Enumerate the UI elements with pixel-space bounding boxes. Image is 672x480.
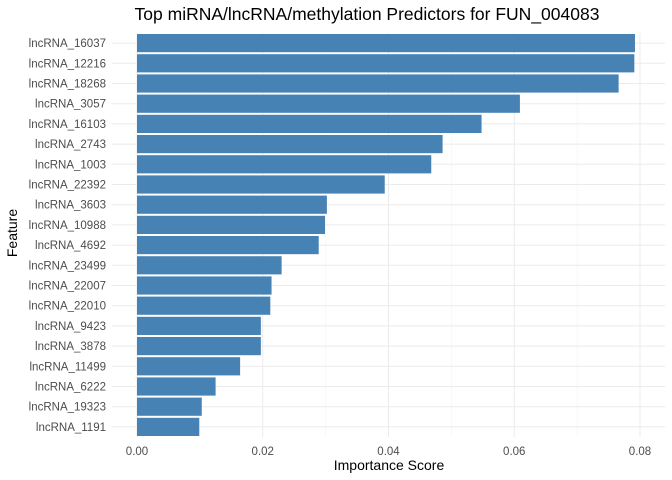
y-tick-label: lncRNA_23499: [29, 260, 106, 272]
y-tick-labels: lncRNA_16037 lncRNA_12216 lncRNA_18268 lncR…: [29, 38, 106, 434]
y-tick-label: lncRNA_22007: [29, 281, 106, 293]
bar: [137, 155, 432, 174]
y-tick-label: lncRNA_2743: [35, 139, 106, 151]
y-tick-label: lncRNA_4692: [35, 240, 106, 252]
y-tick-label: lncRNA_19323: [29, 402, 106, 414]
grid-lines: [112, 33, 665, 437]
bar: [137, 337, 261, 356]
bar: [137, 175, 385, 194]
x-tick-labels: 0.00 0.02 0.04 0.06 0.08: [126, 446, 651, 458]
bar: [137, 74, 619, 93]
bar: [137, 397, 202, 416]
bar: [137, 276, 272, 295]
bar: [137, 195, 327, 214]
bar: [137, 215, 325, 234]
x-axis-title: Importance Score: [334, 457, 445, 473]
y-tick-label: lncRNA_12216: [29, 58, 106, 70]
bar: [137, 94, 520, 113]
bar: [137, 34, 635, 53]
bar: [137, 256, 282, 275]
y-tick-label: lncRNA_16037: [29, 38, 106, 50]
y-tick-label: lncRNA_18268: [29, 79, 106, 91]
y-tick-label: lncRNA_6222: [35, 382, 106, 394]
x-tick-label: 0.00: [126, 446, 148, 458]
y-tick-label: lncRNA_10988: [29, 220, 106, 232]
y-tick-label: lncRNA_3878: [35, 341, 106, 353]
bar: [137, 135, 443, 154]
y-tick-label: lncRNA_22010: [29, 301, 106, 313]
bar: [137, 114, 482, 133]
y-tick-label: lncRNA_9423: [35, 321, 106, 333]
y-axis-title: Feature: [4, 209, 20, 257]
y-tick-label: lncRNA_3603: [35, 200, 106, 212]
chart-title: Top miRNA/lncRNA/methylation Predictors …: [135, 4, 600, 25]
bar: [137, 296, 271, 315]
x-tick-label: 0.08: [629, 446, 651, 458]
bar: [137, 357, 241, 376]
bar: [137, 54, 635, 73]
x-tick-label: 0.06: [503, 446, 525, 458]
y-tick-label: lncRNA_11499: [29, 361, 106, 373]
bars: [137, 34, 635, 436]
x-tick-label: 0.02: [252, 446, 274, 458]
y-tick-label: lncRNA_22392: [29, 180, 106, 192]
y-tick-label: lncRNA_1191: [36, 422, 106, 434]
bar: [137, 377, 216, 396]
bar: [137, 417, 200, 436]
y-tick-label: lncRNA_16103: [29, 119, 106, 131]
y-tick-label: lncRNA_3057: [35, 99, 106, 111]
bar: [137, 236, 319, 255]
bar: [137, 316, 261, 335]
x-tick-label: 0.04: [377, 446, 400, 458]
y-tick-label: lncRNA_1003: [35, 159, 106, 171]
